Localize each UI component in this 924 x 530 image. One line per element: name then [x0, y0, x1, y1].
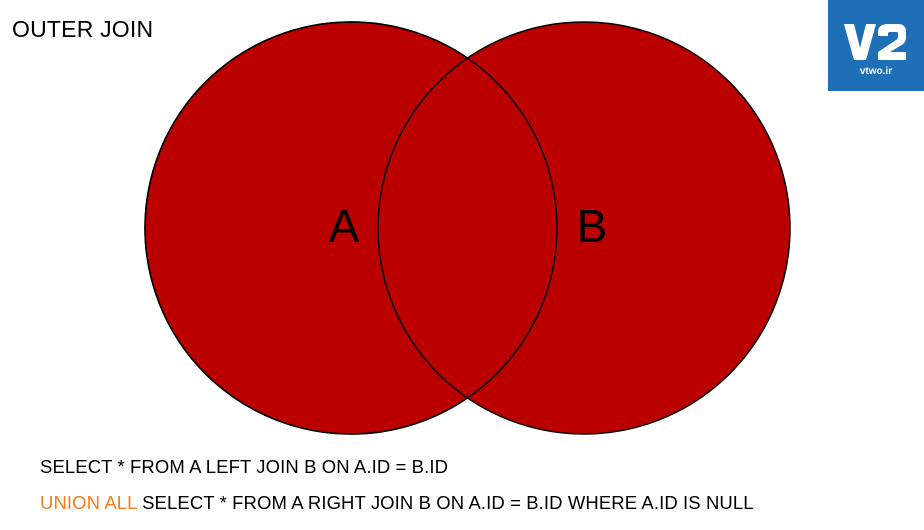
- set-b-circle: [377, 21, 791, 435]
- sql-query-line-2-rest: SELECT * FROM A RIGHT JOIN B ON A.ID = B…: [136, 492, 754, 513]
- venn-diagram: A B: [144, 21, 791, 435]
- logo-site-text: vtwo.ir: [859, 66, 893, 77]
- v2-logo-icon: [844, 24, 906, 60]
- sql-union-all-keyword: UNION ALL: [40, 492, 137, 513]
- page-title: OUTER JOIN: [12, 16, 154, 42]
- sql-query-line-2: UNION ALL SELECT * FROM A RIGHT JOIN B O…: [40, 492, 754, 514]
- sql-query-line-1: SELECT * FROM A LEFT JOIN B ON A.ID = B.…: [40, 456, 449, 477]
- set-a-outline: [144, 21, 558, 435]
- site-logo[interactable]: vtwo.ir: [828, 0, 924, 91]
- set-a-label: A: [329, 200, 360, 252]
- set-b-label: B: [577, 200, 608, 252]
